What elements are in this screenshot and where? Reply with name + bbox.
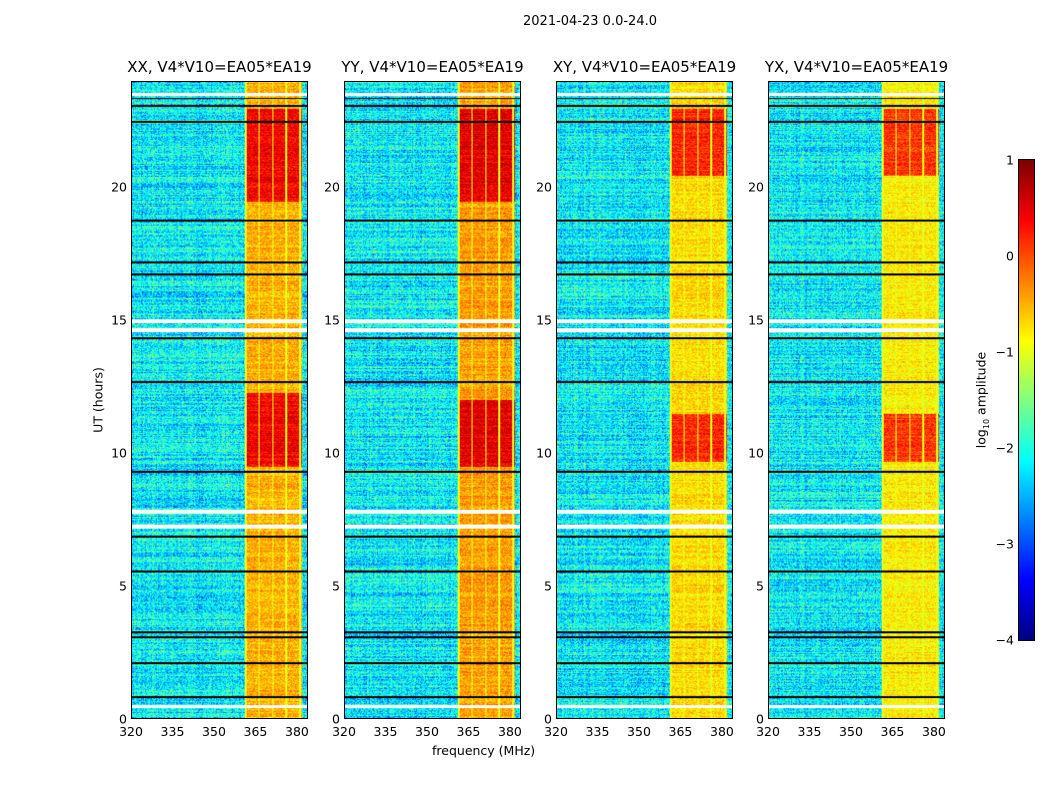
y-tick-label: 5 [332,578,340,594]
y-tick-label: 5 [756,578,764,594]
x-tick-label: 320 [332,724,356,739]
y-tick-label: 5 [119,578,127,594]
colorbar-tick-label: −1 [995,344,1014,360]
x-tick-label: 380 [285,724,309,739]
x-tick-label: 320 [544,724,568,739]
y-tick-label: 20 [748,179,764,195]
x-tick-label: 350 [415,724,439,739]
colorbar-label: log10 amplitude [973,351,991,449]
x-tick-label: 350 [839,724,863,739]
y-tick-label: 10 [324,445,340,461]
y-tick-label: 10 [536,445,552,461]
x-axis-label: frequency (MHz) [432,743,536,758]
x-tick-label: 380 [710,724,734,739]
x-tick-label: 350 [627,724,651,739]
y-tick-label: 20 [536,179,552,195]
y-tick-label: 0 [119,711,127,727]
x-tick-label: 365 [668,724,693,739]
spectrogram-panel [768,81,945,719]
y-tick-label: 15 [536,312,552,328]
colorbar-tick-label: −3 [995,536,1014,552]
colorbar-tick-label: −4 [995,632,1014,648]
panel-title: YY, V4*V10=EA05*EA19 [341,58,524,76]
x-tick-label: 365 [243,724,268,739]
y-tick-label: 15 [324,312,340,328]
panel-title: XY, V4*V10=EA05*EA19 [552,58,737,76]
y-tick-label: 15 [111,312,127,328]
colorbar [1018,159,1035,641]
y-tick-label: 0 [332,711,340,727]
x-tick-label: 320 [756,724,780,739]
x-tick-label: 365 [880,724,905,739]
x-tick-label: 380 [498,724,522,739]
panel-title: YX, V4*V10=EA05*EA19 [764,58,949,76]
y-tick-label: 10 [748,445,764,461]
y-tick-label: 0 [756,711,764,727]
colorbar-tick-label: 1 [1006,152,1014,168]
y-tick-label: 20 [324,179,340,195]
spectrogram-panel [344,81,521,719]
x-tick-label: 365 [456,724,481,739]
colorbar-tick-label: −2 [995,440,1014,456]
y-tick-label: 15 [748,312,764,328]
spectrogram-panel [556,81,733,719]
x-tick-label: 335 [160,724,185,739]
y-tick-label: 20 [111,179,127,195]
figure-title: 2021-04-23 0.0-24.0 [523,14,657,29]
x-tick-label: 380 [922,724,946,739]
y-axis-label: UT (hours) [90,367,106,433]
y-tick-label: 10 [111,445,127,461]
x-tick-label: 320 [119,724,143,739]
y-tick-label: 5 [544,578,552,594]
x-tick-label: 350 [202,724,226,739]
spectrogram-panel [131,81,308,719]
x-tick-label: 335 [797,724,822,739]
colorbar-tick-label: 0 [1006,248,1014,264]
panel-title: XX, V4*V10=EA05*EA19 [127,58,312,76]
y-tick-label: 0 [544,711,552,727]
x-tick-label: 335 [585,724,610,739]
x-tick-label: 335 [373,724,398,739]
